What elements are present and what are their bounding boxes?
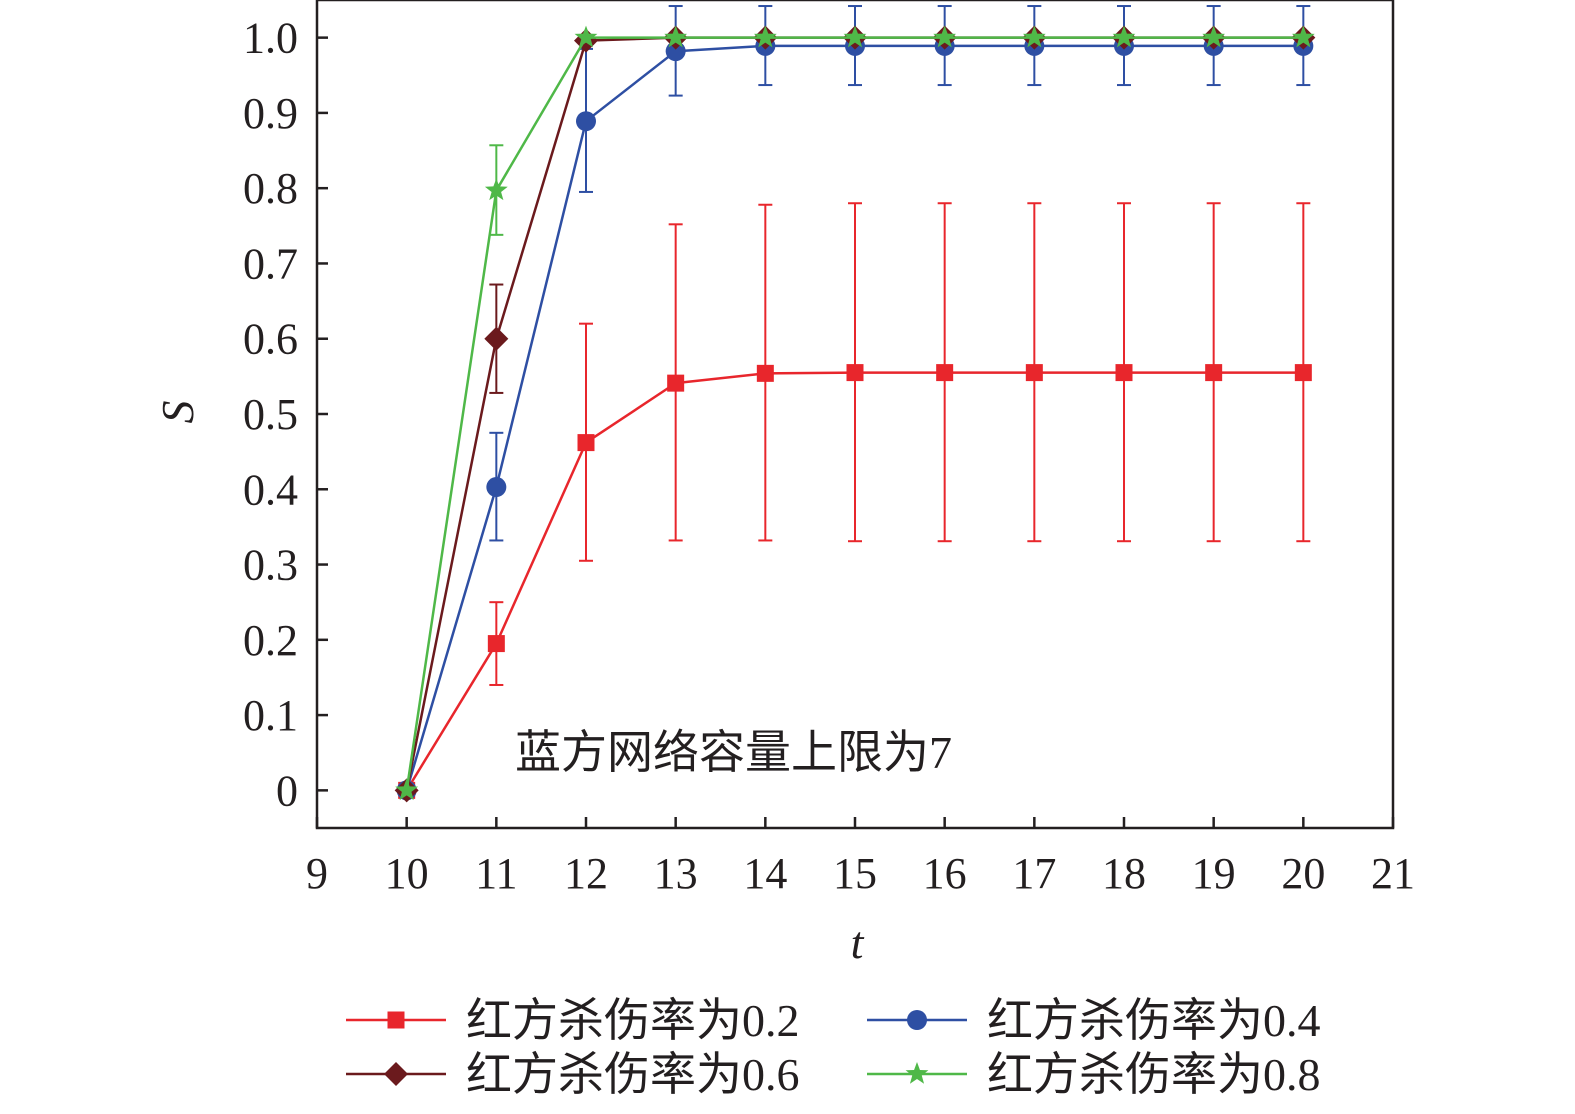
legend-item: 红方杀伤率为0.2 [346,995,800,1046]
legend-marker [387,1011,405,1029]
legend-item: 红方杀伤率为0.6 [346,1049,800,1100]
x-axis: 9 10 11 12 13 14 15 16 17 18 19 20 21 [306,817,1415,898]
data-point [1202,25,1226,48]
data-point [1115,364,1133,382]
x-tick-label: 9 [306,849,328,898]
x-tick-label: 17 [1012,849,1056,898]
legend-label: 红方杀伤率为0.2 [466,995,800,1046]
x-tick-label: 10 [385,849,429,898]
y-tick-label: 1.0 [243,14,298,63]
data-point [753,25,777,48]
data-point [667,374,685,392]
data-point [1294,364,1312,382]
data-point [846,364,864,382]
x-tick-label: 20 [1281,849,1325,898]
data-point [1205,364,1223,382]
y-tick-label: 0.3 [243,541,298,590]
y-tick-label: 0.4 [243,465,298,514]
y-tick-label: 0.9 [243,89,298,138]
data-point [487,635,505,653]
data-point [486,477,507,498]
legend-label: 红方杀伤率为0.8 [987,1049,1321,1100]
legend-item: 红方杀伤率为0.4 [867,995,1321,1046]
data-point [1291,25,1315,48]
series-1 [398,202,1312,799]
x-tick-label: 13 [654,849,698,898]
x-tick-label: 11 [475,849,517,898]
data-point [936,364,954,382]
data-point [933,25,957,48]
y-tick-label: 0 [276,766,298,815]
legend-item: 红方杀伤率为0.8 [867,1049,1321,1100]
data-point [756,364,774,382]
data-point [843,25,867,48]
y-tick-label: 0.2 [243,616,298,665]
plot-area [394,5,1316,803]
legend-label: 红方杀伤率为0.6 [466,1049,800,1100]
y-tick-label: 0.8 [243,164,298,213]
legend: 红方杀伤率为0.2 红方杀伤率为0.4 红方杀伤率为0.6 红方杀伤率为0.8 [346,995,1321,1100]
legend-marker [907,1010,927,1030]
x-tick-label: 16 [923,849,967,898]
data-point [484,326,509,351]
data-point [1025,364,1043,382]
y-tick-label: 0.5 [243,390,298,439]
y-axis: 0 0.1 0.2 0.3 0.4 0.5 0.6 0.7 0.8 0.9 1.0 [243,14,328,815]
y-tick-label: 0.6 [243,315,298,364]
y-axis-label: S [152,401,203,424]
data-point [577,434,595,452]
chart-annotation: 蓝方网络容量上限为7 [515,727,952,778]
data-point [1022,25,1046,48]
data-point [395,778,419,801]
series-4 [395,25,1315,801]
x-tick-label: 19 [1192,849,1236,898]
data-point [664,25,688,48]
x-tick-label: 15 [833,849,877,898]
y-tick-label: 0.1 [243,691,298,740]
data-point [1112,25,1136,48]
legend-marker [384,1062,408,1086]
x-axis-label: t [851,917,865,968]
y-tick-label: 0.7 [243,239,298,288]
legend-marker [905,1062,929,1084]
x-tick-label: 14 [743,849,787,898]
data-point [484,178,508,201]
x-tick-label: 21 [1371,849,1415,898]
x-tick-label: 12 [564,849,608,898]
x-tick-label: 18 [1102,849,1146,898]
legend-label: 红方杀伤率为0.4 [987,995,1321,1046]
data-point [576,111,596,132]
data-point [574,25,598,48]
data-point [665,41,686,62]
